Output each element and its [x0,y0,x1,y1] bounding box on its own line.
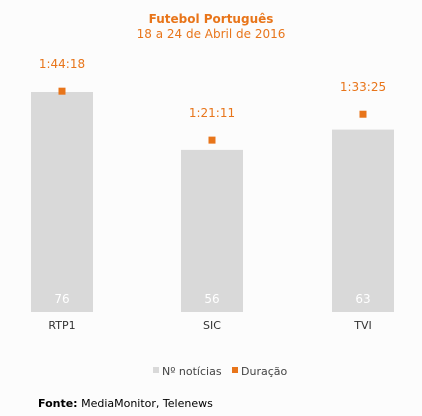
bar-value-label: 63 [355,292,370,306]
category-label: TVI [353,319,372,332]
duration-label: 1:21:11 [189,106,235,120]
duration-point [208,136,216,144]
category-label: SIC [203,319,221,332]
legend: Nº notícias Duração [153,365,287,378]
category-label: RTP1 [48,319,75,332]
bar-sic [181,149,243,312]
duration-label: 1:44:18 [39,57,85,71]
source-note: Fonte: MediaMonitor, Telenews [38,397,213,410]
legend-label: Nº notícias [162,365,222,378]
chart: Futebol Português 18 a 24 de Abril de 20… [31,12,394,378]
legend-label: Duração [241,365,287,378]
source-label: Fonte: [38,397,78,410]
chart-subtitle: 18 a 24 de Abril de 2016 [137,27,286,41]
bar-rtp1 [31,91,93,312]
legend-swatch [232,367,238,373]
legend-swatch [153,367,159,373]
duration-point [58,87,66,95]
duration-point [359,110,367,118]
source-text: MediaMonitor, Telenews [81,397,213,410]
bar-tvi [332,129,394,312]
plot-area: 76 RTP1 1:44:18 56 SIC 1:21:11 63 TVI 1:33:25 [31,57,394,332]
bar-value-label: 56 [204,292,219,306]
chart-title: Futebol Português [149,12,274,26]
duration-label: 1:33:25 [340,80,386,94]
bar-value-label: 76 [54,292,69,306]
